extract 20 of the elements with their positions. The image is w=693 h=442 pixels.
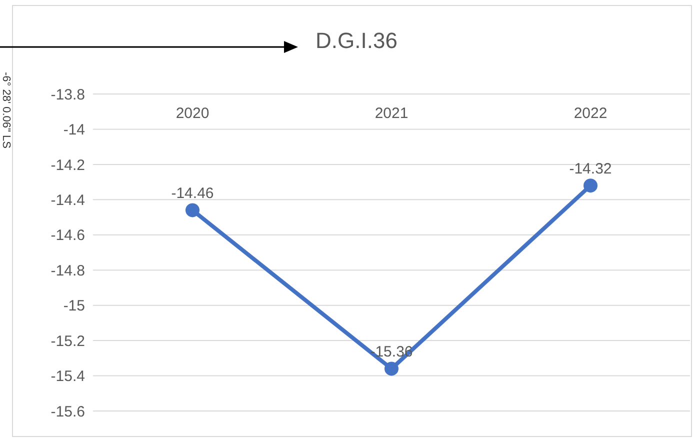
x-tick-label: 2020	[176, 105, 210, 122]
y-tick-label: -14.2	[50, 156, 85, 174]
text: -6° 28' 0.06" LS	[0, 72, 12, 148]
x-tick-label: 2022	[574, 105, 608, 122]
point	[384, 362, 398, 376]
y-tick-label: -14	[63, 122, 85, 139]
y-tick-label: -13.8	[50, 86, 85, 104]
chart-title: D.G.I.36	[314, 28, 398, 54]
y-tick-label: -14.4	[50, 192, 85, 209]
data-label: -14.32	[569, 160, 612, 178]
point	[186, 203, 200, 218]
y-tick-label: -15	[63, 298, 85, 315]
x-tick-label: 2021	[374, 105, 408, 122]
point	[584, 178, 598, 193]
data-label: -14.46	[171, 185, 214, 202]
y-tick-label: -14.6	[50, 227, 85, 244]
y-tick-label: -15.4	[50, 368, 85, 386]
y-tick-label: -15.6	[50, 403, 85, 420]
y-tick-label: -14.8	[50, 262, 85, 280]
y-tick-label: -15.2	[50, 332, 85, 350]
